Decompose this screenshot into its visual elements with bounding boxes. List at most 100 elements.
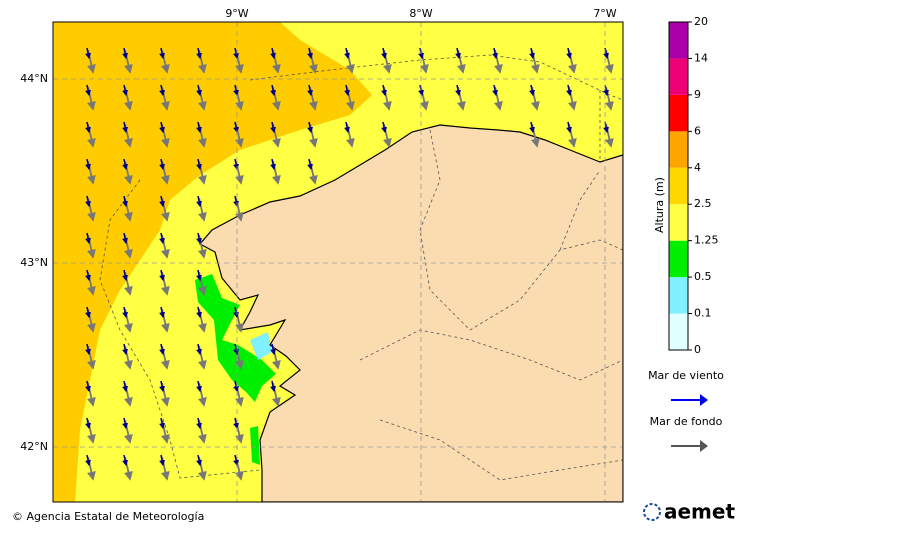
wind-sea-arrow (196, 417, 203, 430)
wind-sea-arrow (196, 47, 203, 60)
graticule (53, 22, 623, 502)
wind-sea-arrow (85, 269, 92, 282)
wind-sea-arrow (122, 158, 129, 171)
wind-sea-arrow (122, 121, 129, 134)
wind-sea-arrow (492, 84, 499, 97)
wind-sea-arrow (122, 47, 129, 60)
wind-sea-arrow (85, 343, 92, 356)
wind-sea-arrow (455, 84, 462, 97)
wind-sea-arrow (270, 121, 277, 134)
wind-sea-arrow (196, 121, 203, 134)
wind-sea-arrow (381, 121, 388, 134)
wind-sea-arrow (196, 343, 203, 356)
wind-sea-arrow (85, 158, 92, 171)
wave-arrows (85, 47, 614, 481)
wind-sea-arrow (566, 47, 573, 60)
wind-sea-arrow (122, 380, 129, 393)
wind-sea-arrow (233, 417, 240, 430)
wind-sea-arrow (270, 380, 277, 393)
colorbar-label: 4 (694, 161, 701, 174)
wind-sea-arrow (85, 417, 92, 430)
wind-sea-arrow (270, 343, 277, 356)
colorbar-band (669, 58, 688, 95)
wind-sea-arrow (85, 454, 92, 467)
colorbar-band (669, 240, 688, 278)
sea-very-calm (250, 332, 272, 360)
colorbar-band (669, 277, 688, 314)
colorbar-frame (668, 21, 689, 351)
wind-sea-arrow (307, 84, 314, 97)
wind-sea-arrow (233, 306, 240, 319)
wind-sea-arrow (381, 84, 388, 97)
map-frame (52, 21, 624, 503)
wind-sea-arrow (122, 417, 129, 430)
wind-sea-arrow (566, 121, 573, 134)
colorbar-label: 0.1 (694, 307, 712, 320)
logo-text: aemet (664, 500, 735, 524)
wind-sea-arrow (85, 84, 92, 97)
lon-label: 8°W (409, 7, 432, 20)
lat-label: 42°N (20, 440, 48, 453)
wind-sea-arrow (492, 47, 499, 60)
wind-sea-arrow (122, 306, 129, 319)
wind-sea-arrow (196, 454, 203, 467)
colorbar-band (669, 131, 688, 168)
legend-label: Mar de viento (648, 369, 724, 382)
wind-sea-arrow (566, 84, 573, 97)
wind-sea-arrow (196, 195, 203, 208)
wind-sea-arrow (196, 380, 203, 393)
wind-sea-arrow (122, 269, 129, 282)
wind-sea-arrow (159, 417, 166, 430)
wind-sea-arrow (381, 47, 388, 60)
land (199, 124, 623, 502)
wind-sea-arrow (196, 232, 203, 245)
wind-sea-arrow (159, 47, 166, 60)
wind-sea-arrow (159, 454, 166, 467)
colorbar-title: Altura (m) (653, 177, 666, 233)
wind-sea-arrow (159, 158, 166, 171)
colorbar-band (669, 204, 688, 241)
wind-sea-arrow (344, 47, 351, 60)
wind-sea-arrow (159, 343, 166, 356)
wind-sea-arrow (159, 269, 166, 282)
sea-calm (195, 274, 276, 402)
colorbar-band (669, 94, 688, 132)
wind-sea-arrow (344, 84, 351, 97)
lon-label: 7°W (593, 7, 616, 20)
map (53, 22, 623, 502)
wind-sea-arrow (529, 47, 536, 60)
wind-sea-arrow (196, 158, 203, 171)
wind-sea-arrow (270, 47, 277, 60)
colorbar-label: 0 (694, 343, 701, 356)
colorbar-label: 6 (694, 124, 701, 137)
wind-sea-arrow (122, 195, 129, 208)
wind-sea-arrow (159, 380, 166, 393)
wind-sea-arrow (85, 195, 92, 208)
wind-sea-arrow (196, 306, 203, 319)
lon-label: 9°W (225, 7, 248, 20)
wind-sea-arrow (307, 47, 314, 60)
wind-sea-arrow (159, 121, 166, 134)
wind-sea-arrow (233, 84, 240, 97)
colorbar-band (669, 167, 688, 205)
wind-sea-arrow (159, 306, 166, 319)
colorbar-label: 9 (694, 88, 701, 101)
colorbar-band (669, 22, 688, 59)
legend-arrowhead (700, 440, 708, 452)
wind-sea-arrow (270, 158, 277, 171)
wind-sea-arrow (344, 121, 351, 134)
wind-sea-arrow (233, 47, 240, 60)
legend-label: Mar de fondo (650, 415, 723, 428)
wind-sea-arrow (307, 121, 314, 134)
wind-sea-arrow (196, 269, 203, 282)
wind-sea-arrow (159, 195, 166, 208)
colorbar: 0 0.1 0.5 1.25 2.5 4 6 9 14 20 (668, 15, 719, 356)
wind-sea-arrow (85, 306, 92, 319)
wind-sea-arrow (270, 84, 277, 97)
wind-sea-arrow (159, 232, 166, 245)
wind-sea-arrow (529, 84, 536, 97)
wind-sea-arrow (122, 343, 129, 356)
legend-arrowhead (700, 394, 708, 406)
wind-sea-arrow (529, 121, 536, 134)
